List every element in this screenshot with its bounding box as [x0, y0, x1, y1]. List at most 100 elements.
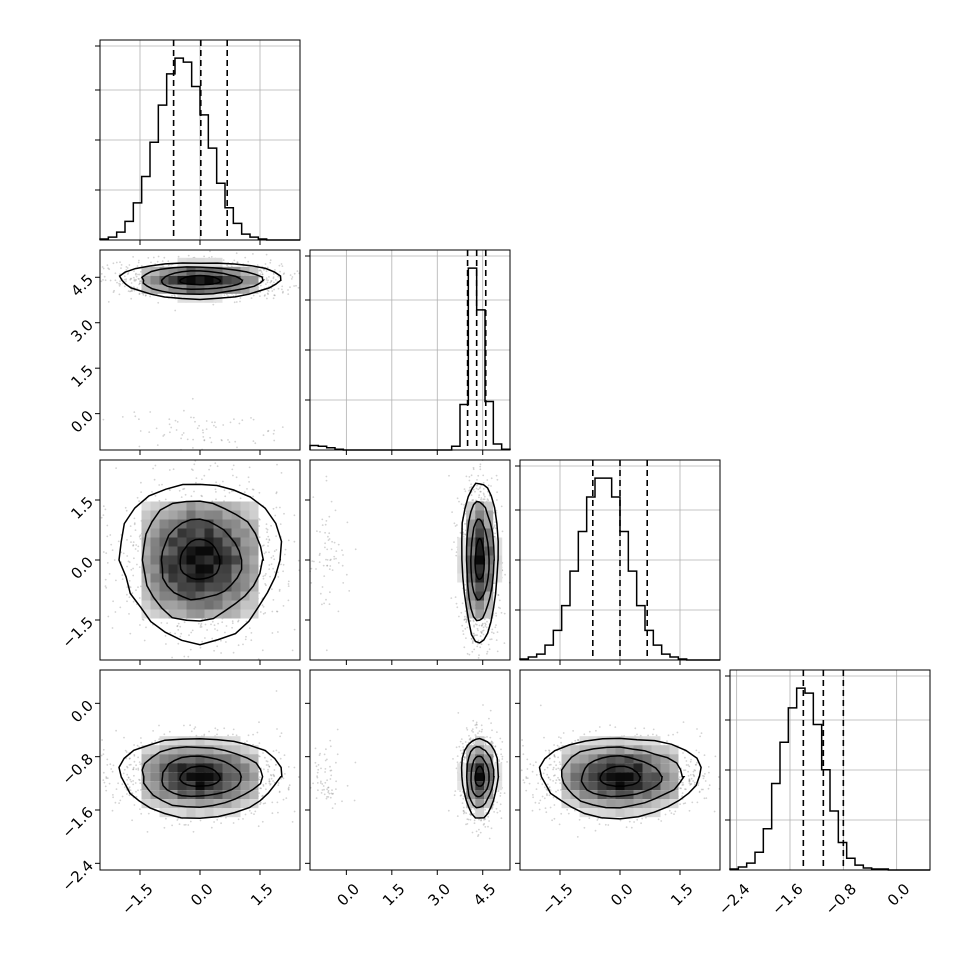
density-cell: [168, 609, 178, 619]
scatter-point: [262, 434, 265, 437]
scatter-point: [113, 559, 116, 561]
scatter-point: [248, 466, 251, 469]
density-cell: [249, 564, 259, 574]
scatter-point: [282, 798, 285, 801]
scatter-point: [139, 280, 142, 283]
scatter-point: [169, 431, 171, 434]
density-cell: [150, 555, 160, 565]
density-cell: [240, 573, 250, 583]
density-cell: [231, 591, 241, 601]
scatter-point: [287, 539, 290, 542]
scatter-point: [496, 478, 499, 481]
scatter-point: [458, 615, 460, 618]
scatter-point: [224, 631, 226, 634]
density-cell: [168, 510, 178, 520]
scatter-point: [115, 729, 117, 732]
scatter-point: [119, 283, 122, 286]
density-cell: [159, 275, 169, 285]
scatter-point: [297, 776, 300, 778]
scatter-point: [108, 573, 111, 575]
scatter-point: [223, 489, 226, 492]
density-cell: [195, 537, 205, 547]
scatter-point: [287, 583, 290, 585]
scatter-point: [148, 431, 151, 433]
scatter-point: [479, 465, 482, 468]
scatter-point: [138, 445, 141, 448]
scatter-point: [142, 293, 145, 296]
panel-frame: [309, 249, 511, 451]
scatter-point: [271, 290, 274, 292]
scatter-point: [216, 728, 219, 731]
scatter-point: [138, 292, 141, 295]
scatter-point: [222, 424, 225, 426]
scatter-point: [197, 622, 200, 625]
density-cell: [177, 546, 187, 556]
scatter-point: [245, 635, 247, 638]
scatter-point: [450, 548, 453, 551]
scatter-point: [462, 630, 464, 632]
scatter-point: [282, 563, 285, 566]
scatter-point: [278, 588, 281, 591]
scatter-point: [220, 639, 222, 642]
scatter-point: [138, 418, 140, 421]
scatter-point: [324, 546, 326, 549]
scatter-point: [237, 619, 240, 622]
density-cell: [231, 546, 241, 556]
scatter-point: [500, 505, 503, 508]
histogram-step-3: [729, 687, 930, 871]
scatter-point: [237, 620, 239, 623]
scatter-point: [328, 568, 331, 570]
scatter-point: [242, 818, 244, 820]
scatter-point: [164, 498, 167, 501]
scatter-point: [102, 418, 105, 421]
density-cell: [168, 528, 178, 538]
scatter-point: [161, 260, 164, 262]
panel-1-1: [305, 249, 511, 455]
scatter-point: [123, 275, 126, 278]
scatter-point: [126, 273, 129, 275]
scatter-point: [239, 300, 241, 303]
scatter-point: [125, 509, 128, 512]
scatter-point: [190, 495, 193, 498]
scatter-point: [265, 551, 267, 554]
scatter-point: [259, 269, 261, 271]
density-cell: [159, 582, 169, 592]
scatter-point: [146, 831, 149, 833]
scatter-point: [140, 265, 143, 267]
density-cell: [195, 600, 205, 610]
scatter-point: [190, 730, 193, 733]
scatter-point: [504, 573, 506, 576]
density-cell: [168, 519, 178, 529]
density-cell: [159, 555, 169, 565]
density-cell: [159, 609, 169, 619]
scatter-point: [341, 564, 344, 567]
scatter-point: [486, 650, 489, 653]
scatter-point: [132, 768, 135, 771]
scatter-point: [264, 294, 266, 296]
scatter-point: [326, 559, 329, 561]
density-cell: [249, 519, 259, 529]
scatter-point: [275, 549, 278, 551]
density-cell: [240, 564, 250, 574]
scatter-point: [129, 278, 132, 281]
scatter-point: [460, 503, 463, 506]
scatter-point: [263, 544, 265, 547]
scatter-point: [220, 439, 223, 441]
scatter-point: [214, 628, 216, 630]
scatter-point: [132, 567, 135, 570]
scatter-point: [293, 540, 296, 543]
panel-1-0: [95, 249, 301, 455]
density-cell: [150, 573, 160, 583]
scatter-point: [354, 548, 357, 551]
density-cell: [159, 501, 169, 511]
scatter-point: [142, 619, 145, 621]
scatter-point: [268, 551, 270, 554]
scatter-point: [465, 621, 467, 624]
scatter-point: [136, 563, 138, 566]
scatter-point: [330, 500, 333, 503]
density-cell: [204, 555, 214, 565]
scatter-point: [261, 795, 263, 798]
scatter-point: [232, 733, 234, 736]
scatter-point: [128, 561, 131, 564]
scatter-point: [201, 640, 204, 643]
